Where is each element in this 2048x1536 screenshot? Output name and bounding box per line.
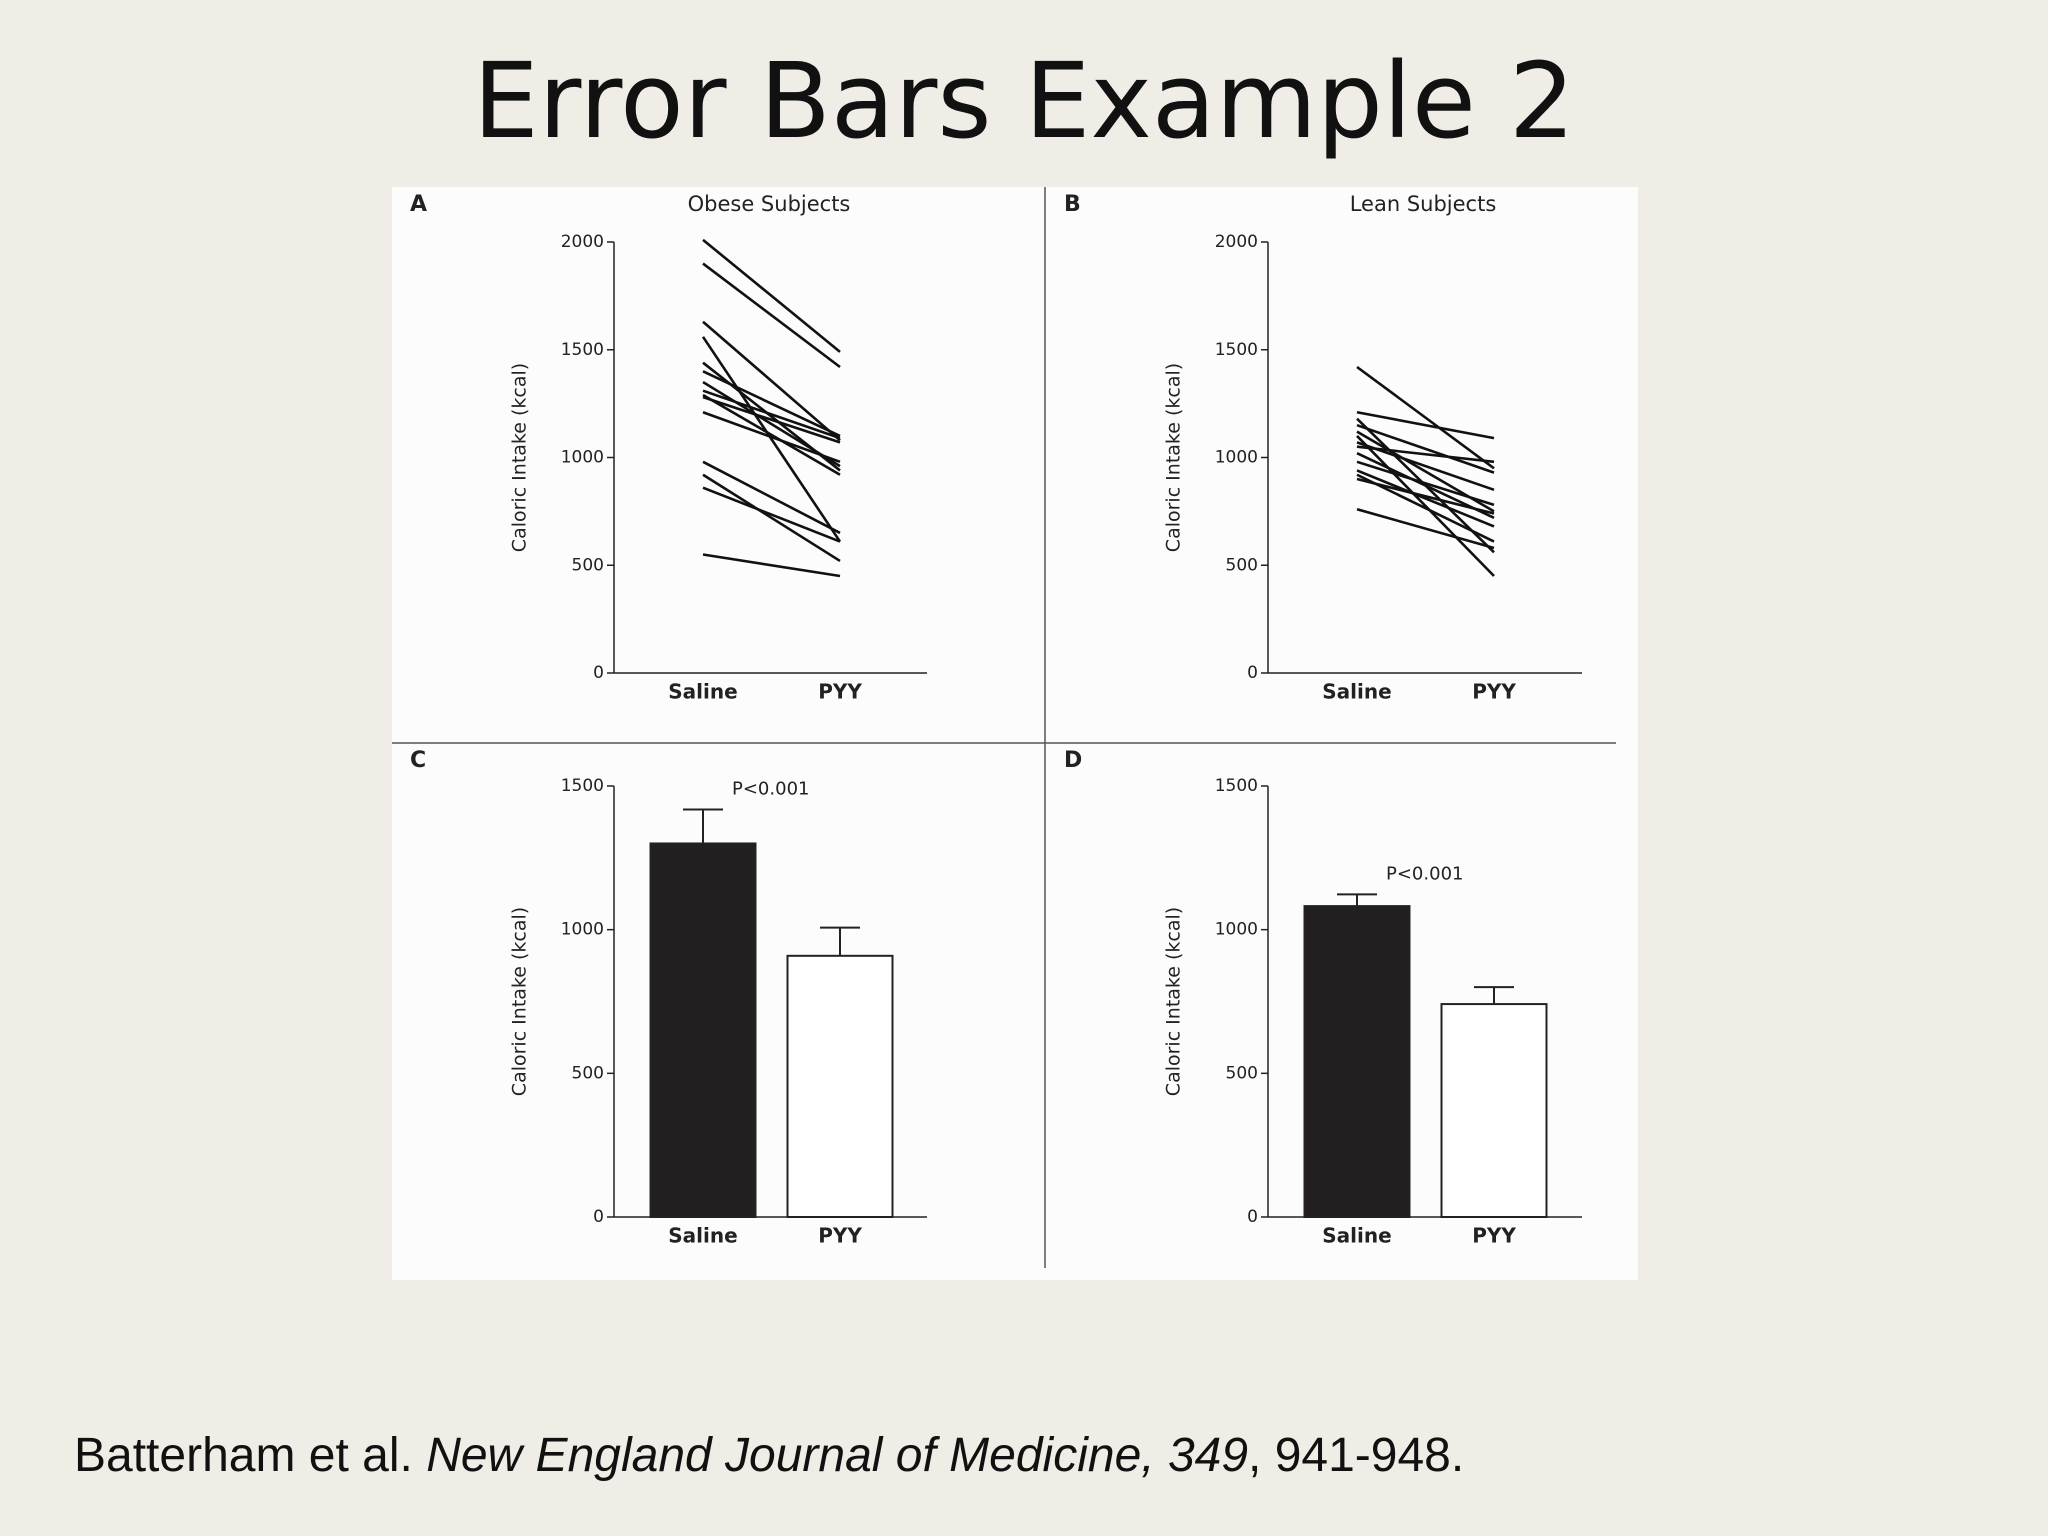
y-tick-label: 2000 xyxy=(561,232,604,252)
y-tick-label: 1500 xyxy=(561,776,604,796)
bar xyxy=(649,842,757,1218)
subject-line xyxy=(702,370,841,438)
x-tick-label: PYY xyxy=(1472,1224,1516,1248)
figure-background xyxy=(392,187,1638,1280)
panel-label: C xyxy=(410,748,426,773)
bar xyxy=(1440,1003,1548,1218)
y-tick-label: 1500 xyxy=(1215,776,1258,796)
subject-line xyxy=(702,380,841,468)
y-tick-label: 0 xyxy=(1247,663,1258,683)
slide-title: Error Bars Example 2 xyxy=(472,40,1576,162)
subject-line xyxy=(702,411,841,464)
subject-line xyxy=(1356,410,1495,440)
y-tick-label: 500 xyxy=(572,555,604,575)
subject-line xyxy=(702,393,841,476)
y-axis-label: Caloric Intake (kcal) xyxy=(509,907,531,1096)
citation: Batterham et al. New England Journal of … xyxy=(74,1428,1464,1483)
x-tick-label: Saline xyxy=(668,1224,737,1248)
x-tick-label: Saline xyxy=(1322,1224,1391,1248)
subject-line xyxy=(1356,365,1495,470)
chart-title: Lean Subjects xyxy=(1350,192,1497,216)
y-axis-label: Caloric Intake (kcal) xyxy=(509,363,531,552)
bar xyxy=(1303,905,1411,1218)
x-tick-label: Saline xyxy=(1322,680,1391,704)
subject-line xyxy=(701,336,842,543)
x-tick-label: PYY xyxy=(818,1224,862,1248)
citation-journal: New England Journal of Medicine, 349 xyxy=(426,1429,1249,1482)
subject-line xyxy=(1356,507,1495,550)
subject-line xyxy=(702,460,841,535)
y-tick-label: 500 xyxy=(1226,1063,1258,1083)
subject-line xyxy=(702,553,841,578)
y-tick-label: 1000 xyxy=(1215,448,1258,468)
chart-title: Obese Subjects xyxy=(688,192,851,216)
subject-line xyxy=(702,395,841,444)
subject-line xyxy=(1356,445,1495,464)
y-axis-label: Caloric Intake (kcal) xyxy=(1163,907,1185,1096)
citation-authors: Batterham et al. xyxy=(74,1429,413,1482)
x-tick-label: PYY xyxy=(1472,680,1516,704)
y-tick-label: 1500 xyxy=(561,340,604,360)
subject-line xyxy=(1356,477,1495,515)
annotation: P<0.001 xyxy=(1386,863,1463,884)
y-tick-label: 1000 xyxy=(561,448,604,468)
subject-line xyxy=(1356,460,1495,507)
y-tick-label: 2000 xyxy=(1215,232,1258,252)
panel-label: B xyxy=(1064,192,1081,217)
x-tick-label: Saline xyxy=(668,680,737,704)
citation-pages: , 941-948. xyxy=(1248,1429,1465,1482)
subject-line xyxy=(702,389,841,440)
y-tick-label: 0 xyxy=(593,663,604,683)
subject-line xyxy=(1356,435,1495,577)
panel-label: A xyxy=(410,192,427,217)
subject-line xyxy=(702,320,841,442)
x-tick-label: PYY xyxy=(818,680,862,704)
subject-line xyxy=(702,473,841,563)
y-tick-label: 1000 xyxy=(561,920,604,940)
panel-label: D xyxy=(1064,748,1082,773)
subject-line xyxy=(702,486,841,543)
y-tick-label: 0 xyxy=(1247,1207,1258,1227)
y-tick-label: 500 xyxy=(572,1063,604,1083)
y-axis-label: Caloric Intake (kcal) xyxy=(1163,363,1185,552)
bar xyxy=(786,954,894,1219)
y-tick-label: 1000 xyxy=(1215,920,1258,940)
y-tick-label: 1500 xyxy=(1215,340,1258,360)
subject-line xyxy=(1356,469,1495,528)
subject-line xyxy=(1356,423,1495,474)
subject-line xyxy=(702,238,841,353)
y-tick-label: 500 xyxy=(1226,555,1258,575)
subject-line xyxy=(702,262,841,369)
annotation: P<0.001 xyxy=(732,779,809,800)
y-tick-label: 0 xyxy=(593,1207,604,1227)
